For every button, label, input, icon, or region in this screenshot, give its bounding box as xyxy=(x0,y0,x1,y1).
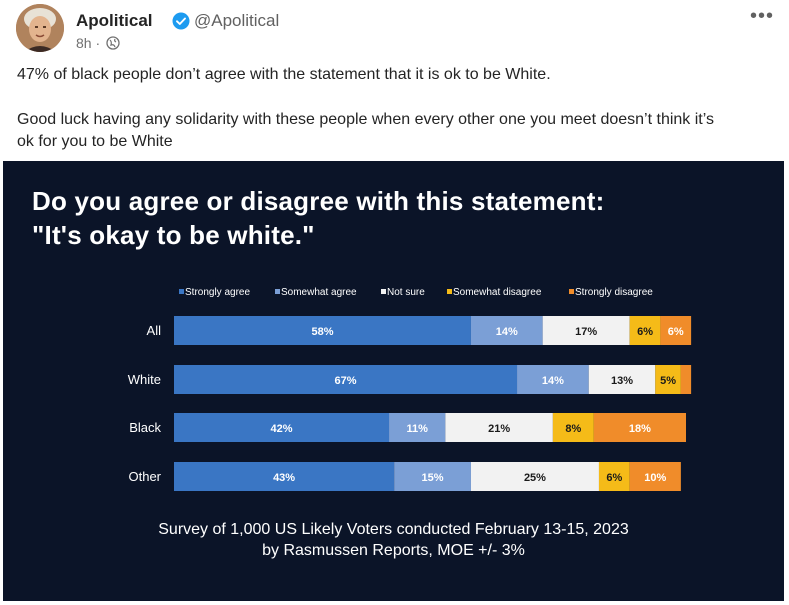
category-label-black: Black xyxy=(129,420,161,435)
bar-other-somewhat-disagree xyxy=(598,462,630,491)
data-label-all-strongly-disagree: 6% xyxy=(668,326,684,338)
globe-icon xyxy=(106,36,120,50)
data-label-all-strongly-agree: 58% xyxy=(311,326,333,338)
avatar[interactable] xyxy=(16,4,64,52)
bar-other-somewhat-agree xyxy=(394,462,471,491)
category-label-all: All xyxy=(147,323,162,338)
bar-white-strongly-agree xyxy=(174,365,518,394)
bar-black-somewhat-disagree xyxy=(552,413,594,442)
data-label-black-strongly-disagree: 18% xyxy=(629,423,651,435)
data-label-black-somewhat-agree: 11% xyxy=(406,423,428,435)
stacked-bar-chart: Strongly agree Somewhat agree Not sure Some… xyxy=(128,287,692,491)
data-label-black-not-sure: 21% xyxy=(488,423,510,435)
data-label-other-not-sure: 25% xyxy=(524,472,546,484)
bar-white-somewhat-agree xyxy=(517,365,589,394)
legend-swatch-not-sure xyxy=(381,289,386,294)
data-label-other-strongly-agree: 43% xyxy=(273,472,295,484)
legend-swatch-strongly-agree xyxy=(179,289,184,294)
post-text-line-1: 47% of black people don’t agree with the… xyxy=(17,66,551,83)
bar-all-not-sure xyxy=(542,316,630,345)
category-label-white: White xyxy=(128,372,161,387)
chart-title-line-2: "It's okay to be white." xyxy=(32,220,315,250)
bar-other-not-sure xyxy=(470,462,599,491)
data-label-black-somewhat-disagree: 8% xyxy=(565,423,581,435)
chart-title-line-1: Do you agree or disagree with this state… xyxy=(32,186,605,216)
chart-footnote-line-1: Survey of 1,000 US Likely Voters conduct… xyxy=(158,521,629,538)
category-label-other: Other xyxy=(128,469,161,484)
data-label-all-somewhat-agree: 14% xyxy=(496,326,518,338)
post-time[interactable]: 8h · xyxy=(76,35,100,51)
more-options-icon[interactable]: ••• xyxy=(750,5,775,27)
bar-other-strongly-disagree xyxy=(629,462,681,491)
bar-black-not-sure xyxy=(445,413,553,442)
data-label-other-somewhat-disagree: 6% xyxy=(606,472,622,484)
post-header: Apolitical @Apolitical 8h · ••• xyxy=(16,4,776,54)
post-text-line-3: ok for you to be White xyxy=(17,133,173,150)
bar-all-somewhat-disagree xyxy=(629,316,661,345)
avatar-portrait-image xyxy=(16,4,64,52)
data-label-white-somewhat-disagree: 5% xyxy=(660,375,676,387)
data-label-other-somewhat-agree: 15% xyxy=(422,472,444,484)
data-label-all-somewhat-disagree: 6% xyxy=(637,326,653,338)
bar-white-strongly-disagree xyxy=(680,365,692,394)
bar-black-somewhat-agree xyxy=(389,413,446,442)
chart-footnote-line-2: by Rasmussen Reports, MOE +/- 3% xyxy=(262,542,525,559)
legend-swatch-somewhat-agree xyxy=(275,289,280,294)
data-label-all-not-sure: 17% xyxy=(575,326,597,338)
chart-image[interactable]: Do you agree or disagree with this state… xyxy=(3,161,784,601)
bar-all-strongly-disagree xyxy=(660,316,692,345)
data-label-white-somewhat-agree: 14% xyxy=(542,375,564,387)
data-label-other-strongly-disagree: 10% xyxy=(644,472,666,484)
data-label-white-not-sure: 13% xyxy=(611,375,633,387)
legend-label-somewhat-disagree: Somewhat disagree xyxy=(453,287,542,298)
bar-all-strongly-agree xyxy=(174,316,471,345)
legend-label-strongly-disagree: Strongly disagree xyxy=(575,287,653,298)
data-label-white-strongly-agree: 67% xyxy=(335,375,357,387)
legend-label-somewhat-agree: Somewhat agree xyxy=(281,287,357,298)
bar-white-somewhat-disagree xyxy=(655,365,681,394)
author-name[interactable]: Apolitical xyxy=(76,11,153,30)
verified-badge-icon xyxy=(172,12,190,30)
data-label-black-strongly-agree: 42% xyxy=(271,423,293,435)
legend-swatch-strongly-disagree xyxy=(569,289,574,294)
author-handle[interactable]: @Apolitical xyxy=(194,11,280,30)
bar-white-not-sure xyxy=(588,365,656,394)
post-text-line-2: Good luck having any solidarity with the… xyxy=(17,111,714,128)
legend-label-strongly-agree: Strongly agree xyxy=(185,287,250,298)
bar-all-somewhat-agree xyxy=(470,316,543,345)
post-time-value: 8h xyxy=(76,35,92,51)
bar-other-strongly-agree xyxy=(174,462,395,491)
bar-black-strongly-disagree xyxy=(593,413,686,442)
legend-swatch-somewhat-disagree xyxy=(447,289,452,294)
legend-label-not-sure: Not sure xyxy=(387,287,425,298)
time-separator: · xyxy=(95,35,101,51)
bar-black-strongly-agree xyxy=(174,413,390,442)
